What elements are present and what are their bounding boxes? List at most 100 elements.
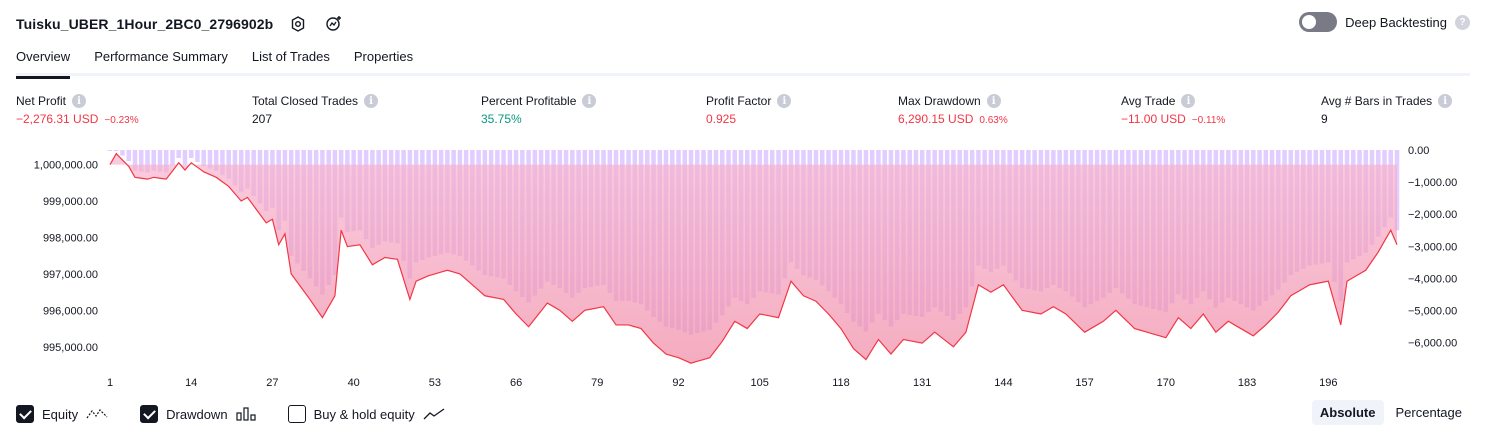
drawdown-bar [107,150,113,151]
metric-value: 9 [1321,112,1328,126]
metric-value: 35.75% [481,112,522,126]
buy-hold-checkbox[interactable] [287,405,306,423]
mode-absolute[interactable]: Absolute [1311,400,1384,425]
drawdown-bar [120,150,125,156]
info-icon[interactable]: i [986,94,1001,108]
y-right-tick-label: −5,000.00 [1408,306,1457,318]
metric-avg-trade: Avg Trade i −11.00 USD −0.11% [1121,92,1225,126]
x-tick-label: 183 [1238,377,1256,389]
x-tick-label: 105 [751,377,769,389]
strategy-title: Tuisku_UBER_1Hour_2BC0_2796902b [16,16,274,32]
tab-properties[interactable]: Properties [353,49,414,64]
deep-backtesting: Deep Backtesting ? [1299,12,1470,32]
drawdown-bar [151,150,156,171]
equity-checkbox[interactable] [16,405,34,423]
metric-sub-value: 0.63% [979,115,1008,126]
metric-sub-value: −0.11% [1191,115,1226,126]
drawdown-checkbox[interactable] [140,405,159,423]
y-right-tick-label: −4,000.00 [1408,274,1457,286]
metric-label: Avg # Bars in Trades [1321,94,1433,108]
strategy-header: Tuisku_UBER_1Hour_2BC0_2796902b [16,10,345,38]
buy-hold-line-icon [423,408,445,420]
legend-buy-hold[interactable]: Buy & hold equity [287,405,445,423]
y-right-tick-label: −1,000.00 [1408,177,1457,189]
metric-avg-bars-in-trades: Avg # Bars in Trades i 9 [1321,92,1453,126]
metric-net-profit: Net Profit i −2,276.31 USD −0.23% [16,92,139,126]
x-tick-label: 53 [429,377,441,389]
drawdown-bar [188,150,194,159]
metric-sub-value: −0.23% [104,115,139,126]
x-tick-label: 66 [510,377,522,389]
help-icon[interactable]: ? [1455,14,1470,30]
info-icon[interactable]: i [1438,94,1453,108]
deep-backtesting-label: Deep Backtesting [1345,14,1447,30]
x-tick-label: 27 [266,377,278,389]
y-right-tick-label: −2,000.00 [1408,209,1457,221]
x-tick-label: 1 [107,377,113,389]
y-axis-right: 0.00 −1,000.00 −2,000.00 −3,000.00 −4,000.00… [1408,145,1457,350]
x-tick-label: 157 [1075,377,1093,389]
metric-label: Net Profit [16,94,67,108]
legend-label: Buy & hold equity [313,406,415,422]
y-left-tick-label: 995,000.00 [43,342,98,354]
x-tick-label: 131 [913,377,931,389]
tab-performance-summary[interactable]: Performance Summary [94,49,228,64]
y-axis-left: 1,000,000.00 999,000.00 998,000.00 997,000.… [34,160,98,354]
metric-value: 6,290.15 USD [898,112,974,126]
metric-value: −2,276.31 USD [16,112,99,126]
x-tick-label: 79 [591,377,603,389]
info-icon[interactable]: i [1181,94,1196,108]
drawdown-bar [226,150,231,179]
tab-overview[interactable]: Overview [16,42,71,79]
y-left-tick-label: 998,000.00 [43,233,98,245]
drawdown-bar [201,150,206,167]
y-left-tick-label: 997,000.00 [43,269,98,281]
y-left-tick-label: 996,000.00 [43,305,98,317]
y-left-tick-label: 1,000,000.00 [34,160,98,172]
drawdown-bar [213,150,219,171]
metric-label: Avg Trade [1121,94,1176,108]
equity-area [109,152,1398,364]
drawdown-bar [163,150,169,173]
drawdown-bar [207,150,213,169]
info-icon[interactable]: i [777,94,792,108]
equity-line [109,152,1398,364]
mode-percentage[interactable]: Percentage [1395,405,1463,420]
equity-chart[interactable]: 1,000,000.00 999,000.00 998,000.00 997,000.… [0,140,1486,395]
drawdown-bar [138,150,144,172]
x-tick-label: 196 [1319,377,1337,389]
tab-bar: Overview Performance Summary List of Tra… [16,42,1470,79]
settings-icon[interactable] [287,13,309,35]
drawdown-bar [114,150,119,151]
x-tick-label: 40 [348,377,360,389]
equity-line-icon [86,409,108,419]
deep-backtesting-toggle[interactable] [1299,12,1338,32]
tab-list-of-trades[interactable]: List of Trades [251,49,330,64]
y-right-tick-label: 0.00 [1408,145,1429,157]
metric-profit-factor: Profit Factor i 0.925 [706,92,792,126]
display-mode-switch: Absolute Percentage [1311,400,1470,425]
info-icon[interactable]: i [364,94,379,108]
metric-label: Profit Factor [706,94,772,108]
chart-legend: Equity Drawdown Buy & hold equity [16,402,477,426]
legend-label: Equity [42,406,79,422]
metric-label: Max Drawdown [898,94,981,108]
legend-equity[interactable]: Equity [16,405,108,423]
metric-label: Total Closed Trades [252,94,359,108]
drawdown-bar [145,150,150,173]
drawdown-bar [170,150,175,166]
drawdown-bar [182,150,188,165]
x-tick-label: 14 [185,377,197,389]
y-right-tick-label: −6,000.00 [1408,338,1457,350]
legend-label: Drawdown [166,406,228,422]
drawdown-bar [126,150,131,162]
metric-value: 207 [252,112,273,126]
info-icon[interactable]: i [582,94,597,108]
x-tick-label: 92 [672,377,684,389]
legend-drawdown[interactable]: Drawdown [140,405,256,423]
x-axis: 1 14 27 40 53 66 79 92 105 118 131 144 157 170 183 196 [107,377,1338,389]
x-tick-label: 118 [832,377,850,389]
equity-fill [110,153,1397,364]
add-to-chart-icon[interactable] [323,13,345,35]
info-icon[interactable]: i [72,94,87,108]
